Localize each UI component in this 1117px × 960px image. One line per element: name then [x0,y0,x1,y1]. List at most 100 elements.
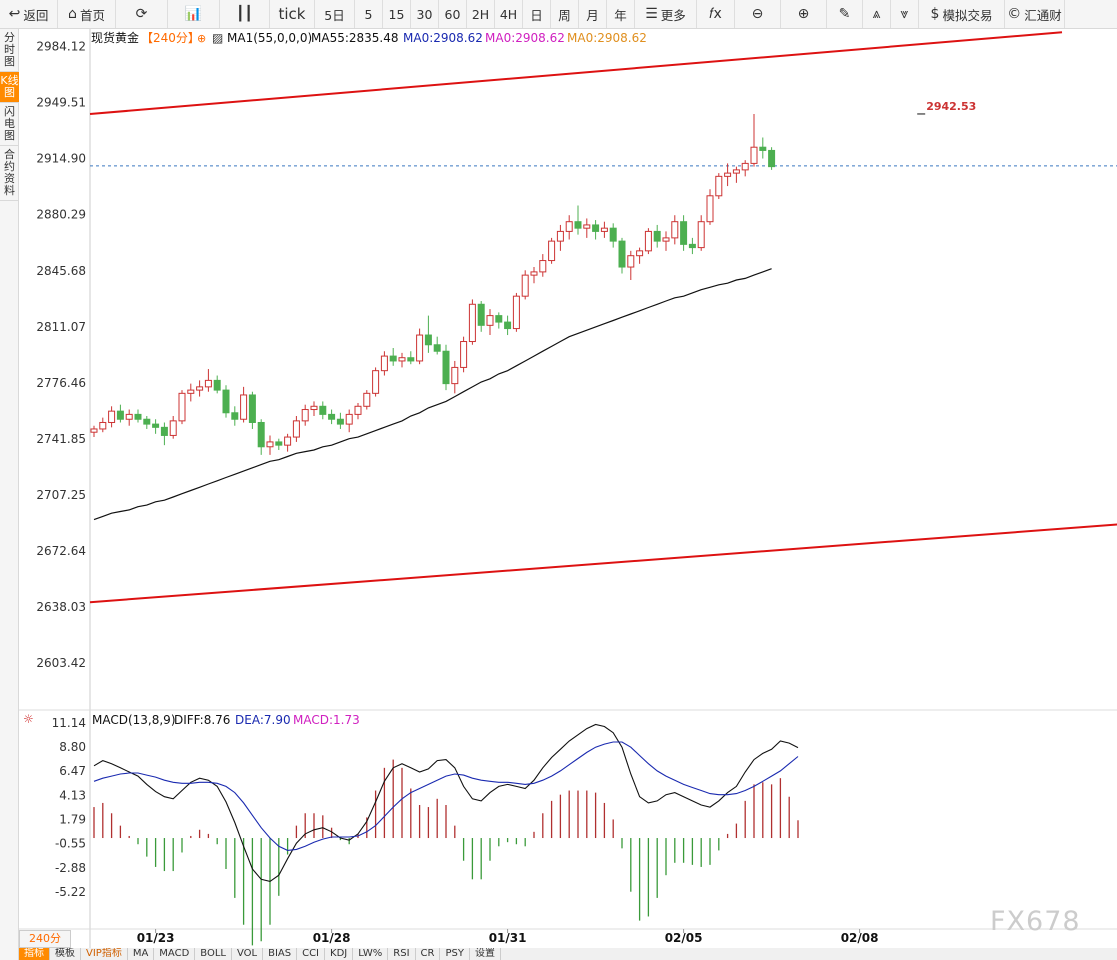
candle [99,417,107,433]
candle [688,237,696,255]
candle-body [240,394,248,420]
toolbar-zoomin-button[interactable]: ⊕ [781,0,827,28]
bottom-tab-vol[interactable]: VOL [232,948,264,960]
toolbar-month-button[interactable]: 月 [579,0,607,28]
bottom-tab-lw%[interactable]: LW% [353,948,389,960]
macd-settings-icon[interactable]: ☼ [23,712,34,726]
bottom-tab-rsi[interactable]: RSI [388,948,416,960]
candle-body [662,237,670,242]
bottom-tab-boll[interactable]: BOLL [195,948,232,960]
toolbar-p15-button[interactable]: 15 [383,0,411,28]
toolbar-draw-button[interactable]: ✎ [827,0,863,28]
legend-indicator-icon[interactable]: ▨ [212,31,223,45]
toolbar-more-label: 更多 [660,7,686,23]
toolbar-p5-button[interactable]: 5 [355,0,383,28]
toolbar-indicator-button[interactable]: 📊 [168,0,220,28]
candle-body [160,426,168,436]
toolbar-kline-button[interactable]: ┃┃ [220,0,270,28]
candle-body [310,405,318,411]
left-tab-0[interactable]: 分时图 [0,29,19,72]
candle-body [653,230,661,242]
candle-body [495,315,503,323]
candle-body [600,227,608,232]
candle-body [741,162,749,171]
period-badge[interactable]: 240分 [19,930,71,948]
bottom-tabs: 指标 模板 VIP指标 MA MACD BOLL VOL BIAS CCI KDJ LW% RSI CR… [19,948,1117,960]
toolbar-week-button[interactable]: 周 [551,0,579,28]
candle [451,360,459,394]
toolbar-sim-button[interactable]: $ 模拟交易 [919,0,1005,28]
toolbar-refresh-button[interactable]: ⟳ [116,0,168,28]
x-tick-label: 01/31 [489,931,527,945]
candle [759,137,767,159]
left-tab-label: 分时图 [4,31,15,68]
toolbar-p30-button[interactable]: 30 [411,0,439,28]
candle [90,425,98,438]
candle-body [574,221,582,229]
bottom-tab-设置[interactable]: 设置 [470,948,501,960]
toolbar-p2h-button[interactable]: 2H [467,0,495,28]
left-tab-3[interactable]: 合约资料 [0,146,19,201]
y-tick-label: 2638.03 [36,600,86,614]
toolbar-p2h-label: 2H [471,6,490,22]
toolbar-tick-button[interactable]: tick [270,0,315,28]
lower-trend-line [89,523,1117,604]
toolbar-p4h-button[interactable]: 4H [495,0,523,28]
candle [222,385,230,418]
back-icon: ↩ [8,6,21,22]
candle [539,254,547,277]
candle [592,220,600,240]
toolbar-zoomout-button[interactable]: ⊖ [735,0,781,28]
bottom-tab-macd[interactable]: MACD [154,948,196,960]
candle [750,113,758,167]
toolbar-p60-button[interactable]: 60 [439,0,467,28]
toolbar-5d-button[interactable]: 5日 [315,0,355,28]
chart-area[interactable]: 2984.12 2949.51 2914.90 2880.29 2845.68 2811.… [19,29,1117,948]
candle [301,404,309,426]
toolbar-back-button[interactable]: ↩ 返回 [0,0,58,28]
toolbar-hui-button[interactable]: © 汇通财 [1005,0,1065,28]
y-tick-label: 2880.29 [36,208,86,222]
candle-body [169,420,177,436]
zoomin-icon: ⊕ [797,6,810,22]
candle-body [636,250,644,257]
left-tab-2[interactable]: 闪电图 [0,103,19,146]
toolbar-up-button[interactable]: ⩓ [863,0,891,28]
candle [768,147,776,170]
y-tick-label: 2811.07 [36,320,86,334]
bottom-tab-指标[interactable]: 指标 [19,948,50,960]
candle [495,312,503,329]
toolbar-year-button[interactable]: 年 [607,0,635,28]
y-tick-label: 2914.90 [36,152,86,166]
legend-gear-icon[interactable]: ⊕ [197,32,206,45]
bottom-tab-bias[interactable]: BIAS [263,948,298,960]
macd-y-tick-label: -5.22 [55,885,86,899]
y-tick-label: 2603.42 [36,656,86,670]
toolbar-fx-button[interactable]: 𝑓x [697,0,735,28]
candle [706,189,714,225]
candle-body [380,355,388,372]
bottom-tab-vip指标[interactable]: VIP指标 [81,948,128,960]
toolbar-more-button[interactable]: ☰ 更多 [635,0,697,28]
macd-legend-name: MACD(13,8,9) [92,713,176,727]
bottom-tab-cr[interactable]: CR [416,948,441,960]
bottom-tab-kdj[interactable]: KDJ [325,948,354,960]
bottom-tab-模板[interactable]: 模板 [50,948,81,960]
toolbar-down-button[interactable]: ⩔ [891,0,919,28]
candle [556,224,564,251]
candle-body [125,413,133,420]
bottom-tab-ma[interactable]: MA [128,948,155,960]
toolbar-sim-label: 模拟交易 [942,7,993,23]
candle [715,173,723,200]
left-tab-1[interactable]: K线图 [0,72,19,103]
macd-y-tick-label: 8.80 [59,740,86,754]
candle-body [697,221,705,249]
candle [363,390,371,410]
candle [724,163,732,187]
bottom-tab-cci[interactable]: CCI [297,948,326,960]
toolbar-home-button[interactable]: ⌂ 首页 [58,0,116,28]
bottom-tab-psy[interactable]: PSY [440,948,470,960]
kline-icon: ┃┃ [236,6,253,22]
y-tick-label: 2949.51 [36,96,86,110]
toolbar-day-button[interactable]: 日 [523,0,551,28]
